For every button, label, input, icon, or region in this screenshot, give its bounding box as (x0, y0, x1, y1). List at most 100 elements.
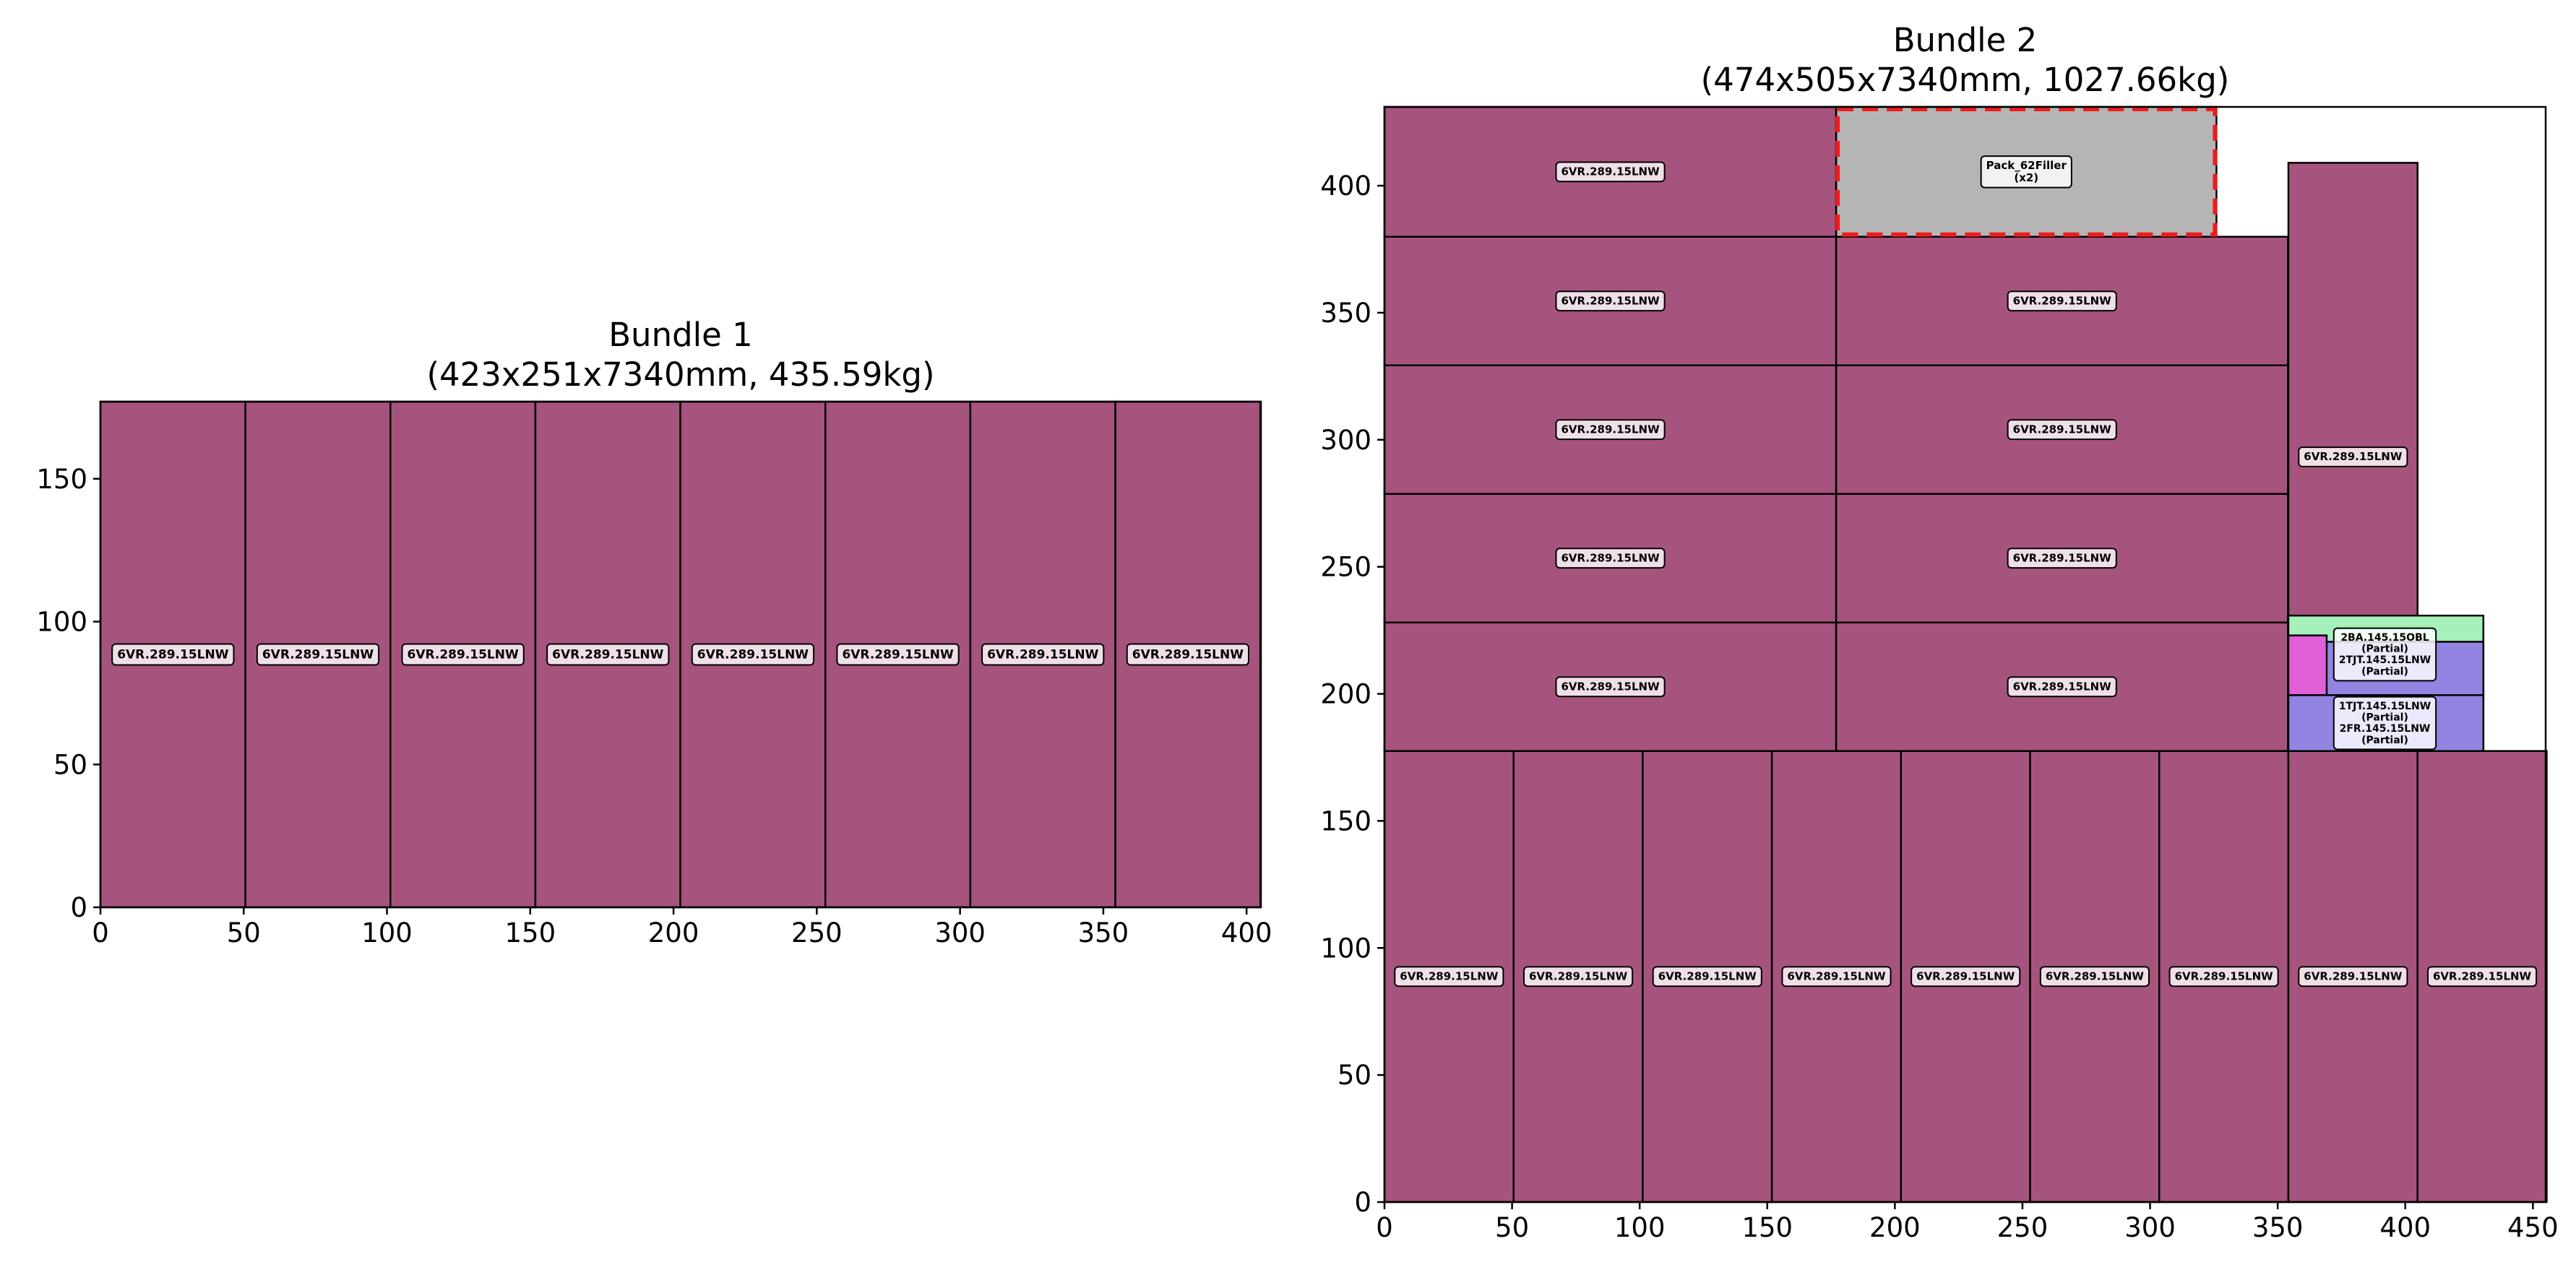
pack-label-box (1911, 966, 2021, 987)
pack-label-text: 6VR.289.15LNW (262, 647, 374, 662)
bundle-2-chart: Bundle 2(474x505x7340mm, 1027.66kg) 6VR.2… (1320, 21, 2558, 1243)
x-tick-label: 300 (2124, 1212, 2176, 1243)
pack-label: 6VR.289.15LNW (1555, 548, 1666, 569)
pack-label-box (2298, 966, 2408, 987)
pack-label-text: 6VR.289.15LNW (1561, 423, 1660, 436)
x-tick-label: 250 (791, 917, 843, 948)
pack-label-text: (Partial) (2361, 666, 2408, 678)
pack-label: 6VR.289.15LNW (2298, 966, 2408, 987)
pack-label-text: 6VR.289.15LNW (697, 647, 809, 662)
pack-label: 6VR.289.15LNW (546, 643, 670, 666)
pack-label: 6VR.289.15LNW (256, 643, 380, 666)
y-tick-label: 150 (1320, 805, 1371, 837)
pack-label: 6VR.289.15LNW (836, 643, 960, 666)
pack-label-text: 2BA.145.15OBL (2340, 632, 2429, 644)
pack-label-text: 6VR.289.15LNW (2013, 680, 2112, 693)
pack-label-box (2426, 966, 2538, 987)
y-tick-label: 0 (70, 892, 87, 923)
x-tick-label: 350 (1078, 917, 1129, 948)
pack-label-box (256, 643, 380, 666)
y-tick-label: 50 (1337, 1060, 1371, 1091)
pack-label: 6VR.289.15LNW (2007, 419, 2117, 441)
pack-label: 6VR.289.15LNW (1394, 966, 1504, 987)
pack-label: 6VR.289.15LNW (1652, 966, 1762, 987)
pack-label-box (111, 643, 235, 666)
x-tick-label: 0 (92, 917, 109, 948)
pack-label-text: 6VR.289.15LNW (1658, 970, 1757, 983)
pack-label: 2BA.145.15OBL(Partial)2TJT.145.15LNW(Par… (2332, 627, 2437, 682)
pack-label: 6VR.289.15LNW (1126, 643, 1250, 666)
pack-label: 6VR.289.15LNW (981, 643, 1105, 666)
pack-label-text: 6VR.289.15LNW (2304, 450, 2403, 463)
pack-label-box (2332, 696, 2437, 751)
y-tick-label: 200 (1320, 679, 1371, 710)
x-tick-label: 200 (1869, 1212, 1921, 1243)
pack-label: 6VR.289.15LNW (1911, 966, 2021, 987)
pack-label-box (2039, 966, 2150, 987)
pack-label-box (546, 643, 670, 666)
pack-label-box (2168, 966, 2279, 987)
axes-frame (99, 400, 1262, 909)
pack-label-box (981, 643, 1105, 666)
pack-label: 6VR.289.15LNW (2168, 966, 2279, 987)
pack-label-text: 6VR.289.15LNW (2046, 970, 2145, 983)
pack-label: 6VR.289.15LNW (1555, 676, 1666, 698)
x-tick-label: 300 (934, 917, 986, 948)
pack-label-box (2007, 419, 2117, 441)
pack-label: 6VR.289.15LNW (401, 643, 525, 666)
pack-label-text: 6VR.289.15LNW (1400, 970, 1499, 983)
pack-label-box (2332, 627, 2437, 682)
pack-label-box (691, 643, 815, 666)
pack-label: 6VR.289.15LNW (1555, 290, 1666, 312)
x-tick-label: 0 (1376, 1212, 1393, 1243)
pack-label: 6VR.289.15LNW (2039, 966, 2150, 987)
pack-label-text: 6VR.289.15LNW (2175, 970, 2274, 983)
pack-label-box (1555, 676, 1666, 698)
pack-label: 6VR.289.15LNW (2426, 966, 2538, 987)
bundle-1-chart: Bundle 1(423x251x7340mm, 435.59kg) 6VR.28… (36, 316, 1272, 948)
x-tick-label: 350 (2252, 1212, 2304, 1243)
pack-label-box (1781, 966, 1892, 987)
pack-rect (2287, 634, 2328, 696)
pack-label-text: 6VR.289.15LNW (2013, 551, 2112, 564)
pack-label-box (1652, 966, 1762, 987)
pack-label-text: (x2) (2014, 171, 2038, 184)
pack-label-text: 6VR.289.15LNW (2013, 423, 2112, 436)
chart-title-line: (474x505x7340mm, 1027.66kg) (1701, 61, 2230, 99)
x-tick-label: 200 (648, 917, 699, 948)
pack-label-box (1980, 155, 2072, 189)
pack-label-text: 6VR.289.15LNW (1561, 165, 1660, 178)
pack-label-text: 6VR.289.15LNW (2013, 294, 2112, 307)
y-tick-label: 100 (36, 607, 87, 638)
pack-label: 6VR.289.15LNW (2007, 548, 2117, 569)
pack-label-box (2298, 446, 2408, 467)
pack-label: 6VR.289.15LNW (1555, 419, 1666, 441)
x-tick-label: 50 (1495, 1212, 1529, 1243)
pack-label-text: 6VR.289.15LNW (987, 647, 1099, 662)
y-tick-label: 100 (1320, 933, 1371, 964)
pack-label-text: 6VR.289.15LNW (1787, 970, 1886, 983)
pack-label-box (2007, 676, 2117, 698)
pack-label-text: 6VR.289.15LNW (1561, 551, 1660, 564)
pack-label-text: 6VR.289.15LNW (2304, 970, 2403, 983)
pack-label-box (1555, 548, 1666, 569)
pack-label: 6VR.289.15LNW (2298, 446, 2408, 467)
y-tick-label: 50 (53, 749, 87, 780)
y-tick-label: 350 (1320, 298, 1371, 329)
pack-label: 6VR.289.15LNW (1523, 966, 1634, 987)
chart-title-line: (423x251x7340mm, 435.59kg) (426, 355, 934, 394)
pack-label-box (1523, 966, 1634, 987)
pack-label-text: 1TJT.145.15LNW (2339, 701, 2431, 712)
pack-label: 6VR.289.15LNW (111, 643, 235, 666)
pack-label-box (836, 643, 960, 666)
x-tick-label: 150 (505, 917, 556, 948)
pack-label: 1TJT.145.15LNW(Partial)2FR.145.15LNW(Par… (2332, 696, 2437, 751)
pack-label-text: 2FR.145.15LNW (2340, 723, 2431, 735)
y-tick-label: 300 (1320, 425, 1371, 456)
x-tick-label: 400 (2379, 1212, 2431, 1243)
pack-label: 6VR.289.15LNW (1555, 161, 1666, 183)
pack-label: 6VR.289.15LNW (1781, 966, 1892, 987)
y-tick-label: 150 (36, 464, 87, 495)
pack-label: 6VR.289.15LNW (691, 643, 815, 666)
